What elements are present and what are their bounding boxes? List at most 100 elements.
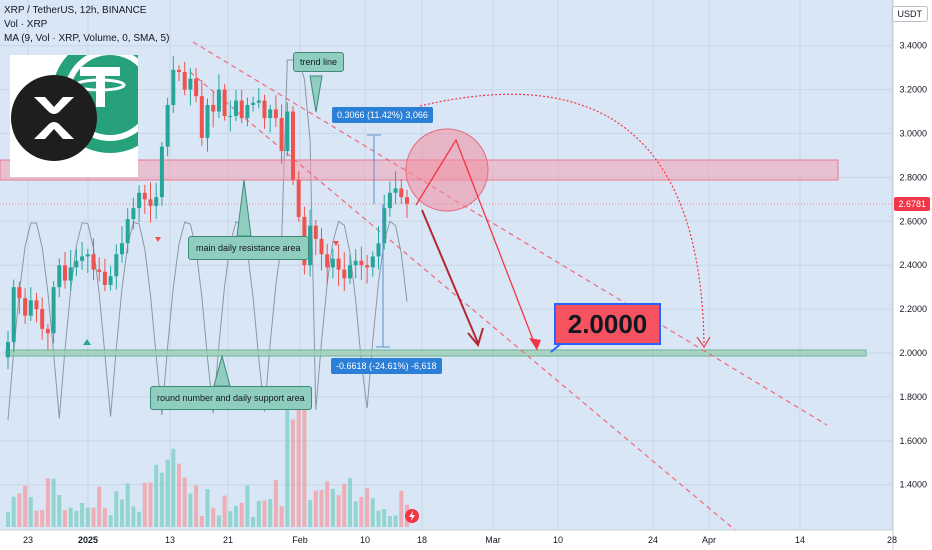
volume-bar (63, 510, 67, 527)
volume-bar (342, 483, 347, 527)
candle-body (348, 265, 352, 279)
candle-body (353, 260, 358, 266)
candle-body (171, 69, 176, 105)
volume-bar (393, 515, 398, 527)
candle-body (85, 254, 90, 257)
trend-line-callout[interactable]: trend line (293, 52, 345, 72)
time-tick-label: 23 (23, 535, 33, 545)
candle-body (285, 111, 290, 152)
volume-bar (57, 494, 62, 527)
candle-body (120, 243, 124, 255)
volume-bar (177, 463, 181, 527)
candle-body (159, 146, 164, 198)
candle-body (222, 89, 227, 116)
time-tick-label: 21 (223, 535, 233, 545)
volume-bars (6, 391, 409, 527)
candle-body (74, 260, 79, 268)
candle-body (11, 287, 16, 343)
candle-body (376, 243, 381, 257)
target-price-label[interactable]: 2.0000 (554, 303, 661, 345)
volume-bar (108, 515, 113, 527)
time-tick-label: Mar (485, 535, 501, 545)
candle-body (325, 254, 330, 268)
volume-bar (273, 479, 278, 527)
candle-body (23, 298, 28, 316)
volume-bar (313, 490, 318, 527)
volume-bar (148, 482, 153, 527)
volume-bar (159, 472, 164, 527)
volume-bar (171, 448, 176, 527)
candle-body (387, 192, 392, 209)
volume-bar (216, 515, 221, 527)
candle-body (239, 100, 244, 119)
arc-arrow[interactable] (419, 93, 705, 346)
candle-body (273, 109, 278, 119)
last-price-tag: 2.6781 (894, 197, 930, 211)
forecast-path[interactable] (415, 138, 538, 351)
support-callout[interactable]: round number and daily support area (150, 386, 312, 410)
volume-bar (165, 459, 170, 527)
measure-down-label[interactable]: -0.6618 (-24.61%) -6,618 (331, 358, 442, 374)
candle-body (365, 265, 370, 268)
price-tick-label: 2.8000 (899, 172, 927, 182)
candle-body (228, 115, 233, 117)
volume-bar (28, 497, 33, 527)
candle-body (382, 208, 387, 244)
volume-bar (194, 485, 199, 527)
resistance-callout[interactable]: main daily resistance area (188, 236, 309, 260)
volume-bar (245, 485, 250, 527)
volume-bar (251, 516, 256, 527)
candle-body (108, 276, 113, 285)
candle-body (34, 300, 39, 310)
candle-body (291, 111, 295, 180)
support-zone[interactable] (5, 349, 867, 357)
price-tick-label: 2.2000 (899, 304, 927, 314)
forecast-arrow[interactable] (421, 209, 479, 344)
volume-bar (370, 498, 375, 527)
volume-bar (291, 419, 295, 527)
price-axis-labels: 3.4000 3.2000 3.0000 2.8000 2.6000 2.4000 2.20… (899, 41, 927, 490)
volume-bar (97, 486, 102, 527)
time-tick-label: 13 (165, 535, 175, 545)
time-tick-label: 18 (417, 535, 427, 545)
measure-up-label[interactable]: 0.3066 (11.42%) 3,066 (332, 107, 433, 123)
currency-button[interactable]: USDT (891, 6, 928, 22)
candle-body (313, 225, 318, 239)
volume-bar (279, 506, 284, 527)
candles (6, 55, 409, 370)
highlight-circle[interactable] (405, 128, 489, 212)
volume-bar (228, 511, 233, 527)
candle-body (114, 254, 119, 277)
volume-ma-line (7, 59, 408, 421)
candle-body (137, 192, 142, 209)
time-axis (0, 530, 893, 550)
volume-bar (302, 405, 307, 527)
volume-bar (85, 507, 90, 527)
volume-bar (68, 507, 73, 527)
candle-body (319, 238, 324, 255)
candle-body (131, 208, 136, 220)
volume-bar (211, 507, 216, 527)
volume-bar (359, 496, 364, 527)
volume-bar (285, 391, 290, 527)
candle-body (399, 188, 404, 198)
legend-ma: MA (9, Vol · XRP, Volume, 0, SMA, 5) (4, 33, 170, 44)
trend-line-upper[interactable] (192, 41, 828, 426)
candle-body (28, 300, 33, 316)
time-axis-labels: 23 2025 13 21 Feb 10 18 Mar 10 24 Apr 14 28 (23, 535, 897, 545)
candle-body (17, 287, 22, 299)
candle-body (182, 72, 187, 90)
candle-body (45, 328, 50, 334)
volume-bar (114, 491, 119, 527)
volume-bar (399, 490, 404, 527)
volume-bar (131, 506, 136, 527)
candle-body (308, 225, 313, 266)
price-tick-label: 2.4000 (899, 260, 927, 270)
candle-body (370, 256, 375, 268)
volume-bar (376, 510, 381, 527)
volume-bar (40, 509, 45, 527)
volume-bar (23, 485, 28, 527)
price-tick-label: 3.2000 (899, 85, 927, 95)
